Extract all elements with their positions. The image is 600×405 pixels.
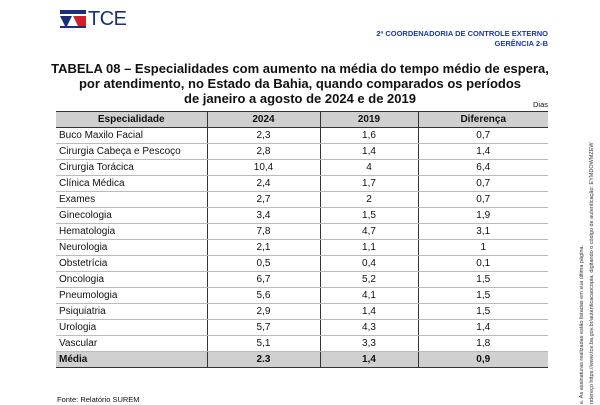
unit-label: Dias [532, 100, 548, 109]
specialty-cell: Cirurgia Cabeça e Pescoço [56, 143, 208, 160]
value-cell: 2,7 [207, 191, 321, 208]
column-header: Especialidade [56, 111, 208, 128]
value-cell: 4,1 [320, 287, 419, 304]
value-cell: 1,6 [320, 127, 419, 144]
average-label: Média [56, 351, 208, 368]
value-cell: 0,4 [320, 255, 419, 272]
value-cell: 4,7 [320, 223, 419, 240]
tce-logo-mark-icon [60, 10, 86, 28]
column-header: 2024 [207, 111, 321, 128]
specialty-cell: Buco Maxilo Facial [56, 127, 208, 144]
value-cell: 2,8 [207, 143, 321, 160]
value-cell: 2,4 [207, 175, 321, 192]
table-row: Buco Maxilo Facial 2,3 1,6 0,7 [56, 127, 548, 144]
value-cell: 1,9 [418, 207, 548, 224]
value-cell: 6,4 [418, 159, 548, 176]
value-cell: 2,9 [207, 303, 321, 320]
org-line-1: 2ª COORDENADORIA DE CONTROLE EXTERNO [376, 29, 548, 38]
data-table: Especialidade 2024 2019 Diferença Buco Maxi… [56, 111, 548, 368]
table-row: Psiquiatria 2,9 1,4 1,5 [56, 303, 548, 320]
value-cell: 3,3 [320, 335, 419, 352]
value-cell: 5,1 [207, 335, 321, 352]
value-cell: 5,6 [207, 287, 321, 304]
average-row: Média 2.3 1,4 0,9 [56, 351, 548, 368]
value-cell: 0,5 [207, 255, 321, 272]
title-line-2: por atendimento, no Estado da Bahia, qua… [78, 76, 522, 91]
table-row: Exames 2,7 2 0,7 [56, 191, 548, 208]
tce-logo: TCE [60, 9, 127, 29]
table-row: Clínica Médica 2,4 1,7 0,7 [56, 175, 548, 192]
specialty-cell: Oncologia [56, 271, 208, 288]
value-cell: 1,5 [418, 303, 548, 320]
table-row: Obstetrícia 0,5 0,4 0,1 [56, 255, 548, 272]
value-cell: 1,5 [418, 271, 548, 288]
table-row: Pneumologia 5,6 4,1 1,5 [56, 287, 548, 304]
value-cell: 0,7 [418, 175, 548, 192]
specialty-cell: Neurologia [56, 239, 208, 256]
table-row: Cirurgia Torácica 10,4 4 6,4 [56, 159, 548, 176]
source-note: Fonte: Relatório SUREM [57, 395, 140, 404]
value-cell: 1,5 [320, 207, 419, 224]
title-line-1: TABELA 08 – Especialidades com aumento n… [51, 61, 549, 76]
value-cell: 0,7 [418, 191, 548, 208]
specialty-cell: Psiquiatria [56, 303, 208, 320]
value-cell: 1,4 [320, 143, 419, 160]
specialty-cell: Ginecologia [56, 207, 208, 224]
value-cell: 2,3 [207, 127, 321, 144]
table-title: TABELA 08 – Especialidades com aumento n… [40, 61, 560, 106]
column-header: Diferença [418, 111, 548, 128]
specialty-cell: Hematologia [56, 223, 208, 240]
value-cell: 1,8 [418, 335, 548, 352]
side-note-2: ndereço https://www.tce.ba.gov.br/autent… [589, 142, 595, 404]
value-cell: 2,1 [207, 239, 321, 256]
specialty-cell: Vascular [56, 335, 208, 352]
specialty-cell: Cirurgia Torácica [56, 159, 208, 176]
header-row: Especialidade 2024 2019 Diferença [56, 111, 548, 128]
specialty-cell: Urologia [56, 319, 208, 336]
table-row: Oncologia 6,7 5,2 1,5 [56, 271, 548, 288]
value-cell: 1,4 [320, 303, 419, 320]
value-cell: 2 [320, 191, 419, 208]
value-cell: 3,1 [418, 223, 548, 240]
table-row: Neurologia 2,1 1,1 1 [56, 239, 548, 256]
org-line-2: GERÊNCIA 2-B [494, 39, 548, 48]
specialty-cell: Pneumologia [56, 287, 208, 304]
value-cell: 1,7 [320, 175, 419, 192]
value-cell: 5,7 [207, 319, 321, 336]
value-cell: 4 [320, 159, 419, 176]
table-row: Cirurgia Cabeça e Pescoço 2,8 1,4 1,4 [56, 143, 548, 160]
value-cell: 1,4 [418, 143, 548, 160]
value-cell: 3,4 [207, 207, 321, 224]
value-cell: 1,4 [418, 319, 548, 336]
table-row: Urologia 5,7 4,3 1,4 [56, 319, 548, 336]
title-line-3: de janeiro a agosto de 2024 e de 2019 [184, 91, 416, 106]
specialty-cell: Clínica Médica [56, 175, 208, 192]
value-cell: 4,3 [320, 319, 419, 336]
table-row: Vascular 5,1 3,3 1,8 [56, 335, 548, 352]
value-cell: 6,7 [207, 271, 321, 288]
value-cell: 10,4 [207, 159, 321, 176]
average-value: 2.3 [207, 351, 321, 368]
value-cell: 0,1 [418, 255, 548, 272]
specialty-cell: Obstetrícia [56, 255, 208, 272]
value-cell: 1,1 [320, 239, 419, 256]
value-cell: 1,5 [418, 287, 548, 304]
value-cell: 0,7 [418, 127, 548, 144]
table-row: Ginecologia 3,4 1,5 1,9 [56, 207, 548, 224]
org-header: 2ª COORDENADORIA DE CONTROLE EXTERNO GER… [376, 29, 548, 49]
average-value: 0,9 [418, 351, 548, 368]
value-cell: 1 [418, 239, 548, 256]
value-cell: 5,2 [320, 271, 419, 288]
logo-text: TCE [88, 8, 127, 30]
table-row: Hematologia 7,8 4,7 3,1 [56, 223, 548, 240]
column-header: 2019 [320, 111, 419, 128]
side-note-1: e. As assinaturas realizadas estão lista… [579, 245, 585, 404]
specialty-cell: Exames [56, 191, 208, 208]
average-value: 1,4 [320, 351, 419, 368]
value-cell: 7,8 [207, 223, 321, 240]
